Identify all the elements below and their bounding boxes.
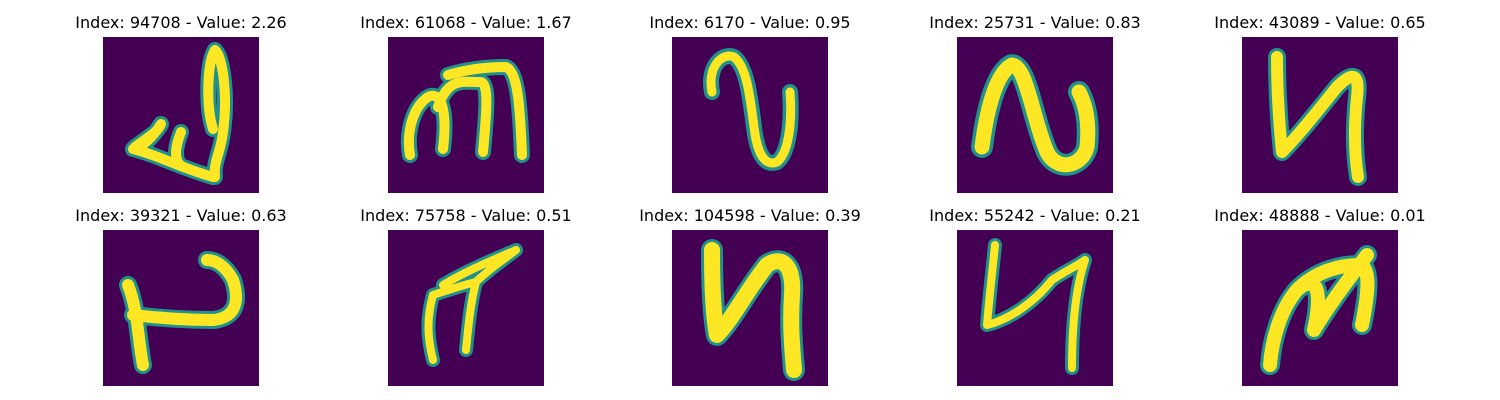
digit-image (388, 230, 544, 386)
panel-title: Index: 75758 - Value: 0.51 (360, 206, 572, 225)
digit-image (1242, 37, 1398, 193)
panel-title: Index: 6170 - Value: 0.95 (649, 13, 851, 32)
panel-title: Index: 25731 - Value: 0.83 (929, 13, 1141, 32)
digit-image (1242, 230, 1398, 386)
digit-image (388, 37, 544, 193)
digit-image (957, 230, 1113, 386)
digit-image (672, 37, 828, 193)
digit-image (103, 37, 259, 193)
panel-title: Index: 48888 - Value: 0.01 (1214, 206, 1426, 225)
panel-title: Index: 61068 - Value: 1.67 (360, 13, 572, 32)
digit-image (957, 37, 1113, 193)
panel-title: Index: 43089 - Value: 0.65 (1214, 13, 1426, 32)
panel-title: Index: 55242 - Value: 0.21 (929, 206, 1141, 225)
panel-title: Index: 104598 - Value: 0.39 (639, 206, 861, 225)
digit-image (672, 230, 828, 386)
panel-title: Index: 39321 - Value: 0.63 (75, 206, 287, 225)
digit-image (103, 230, 259, 386)
panel-title: Index: 94708 - Value: 2.26 (75, 13, 287, 32)
